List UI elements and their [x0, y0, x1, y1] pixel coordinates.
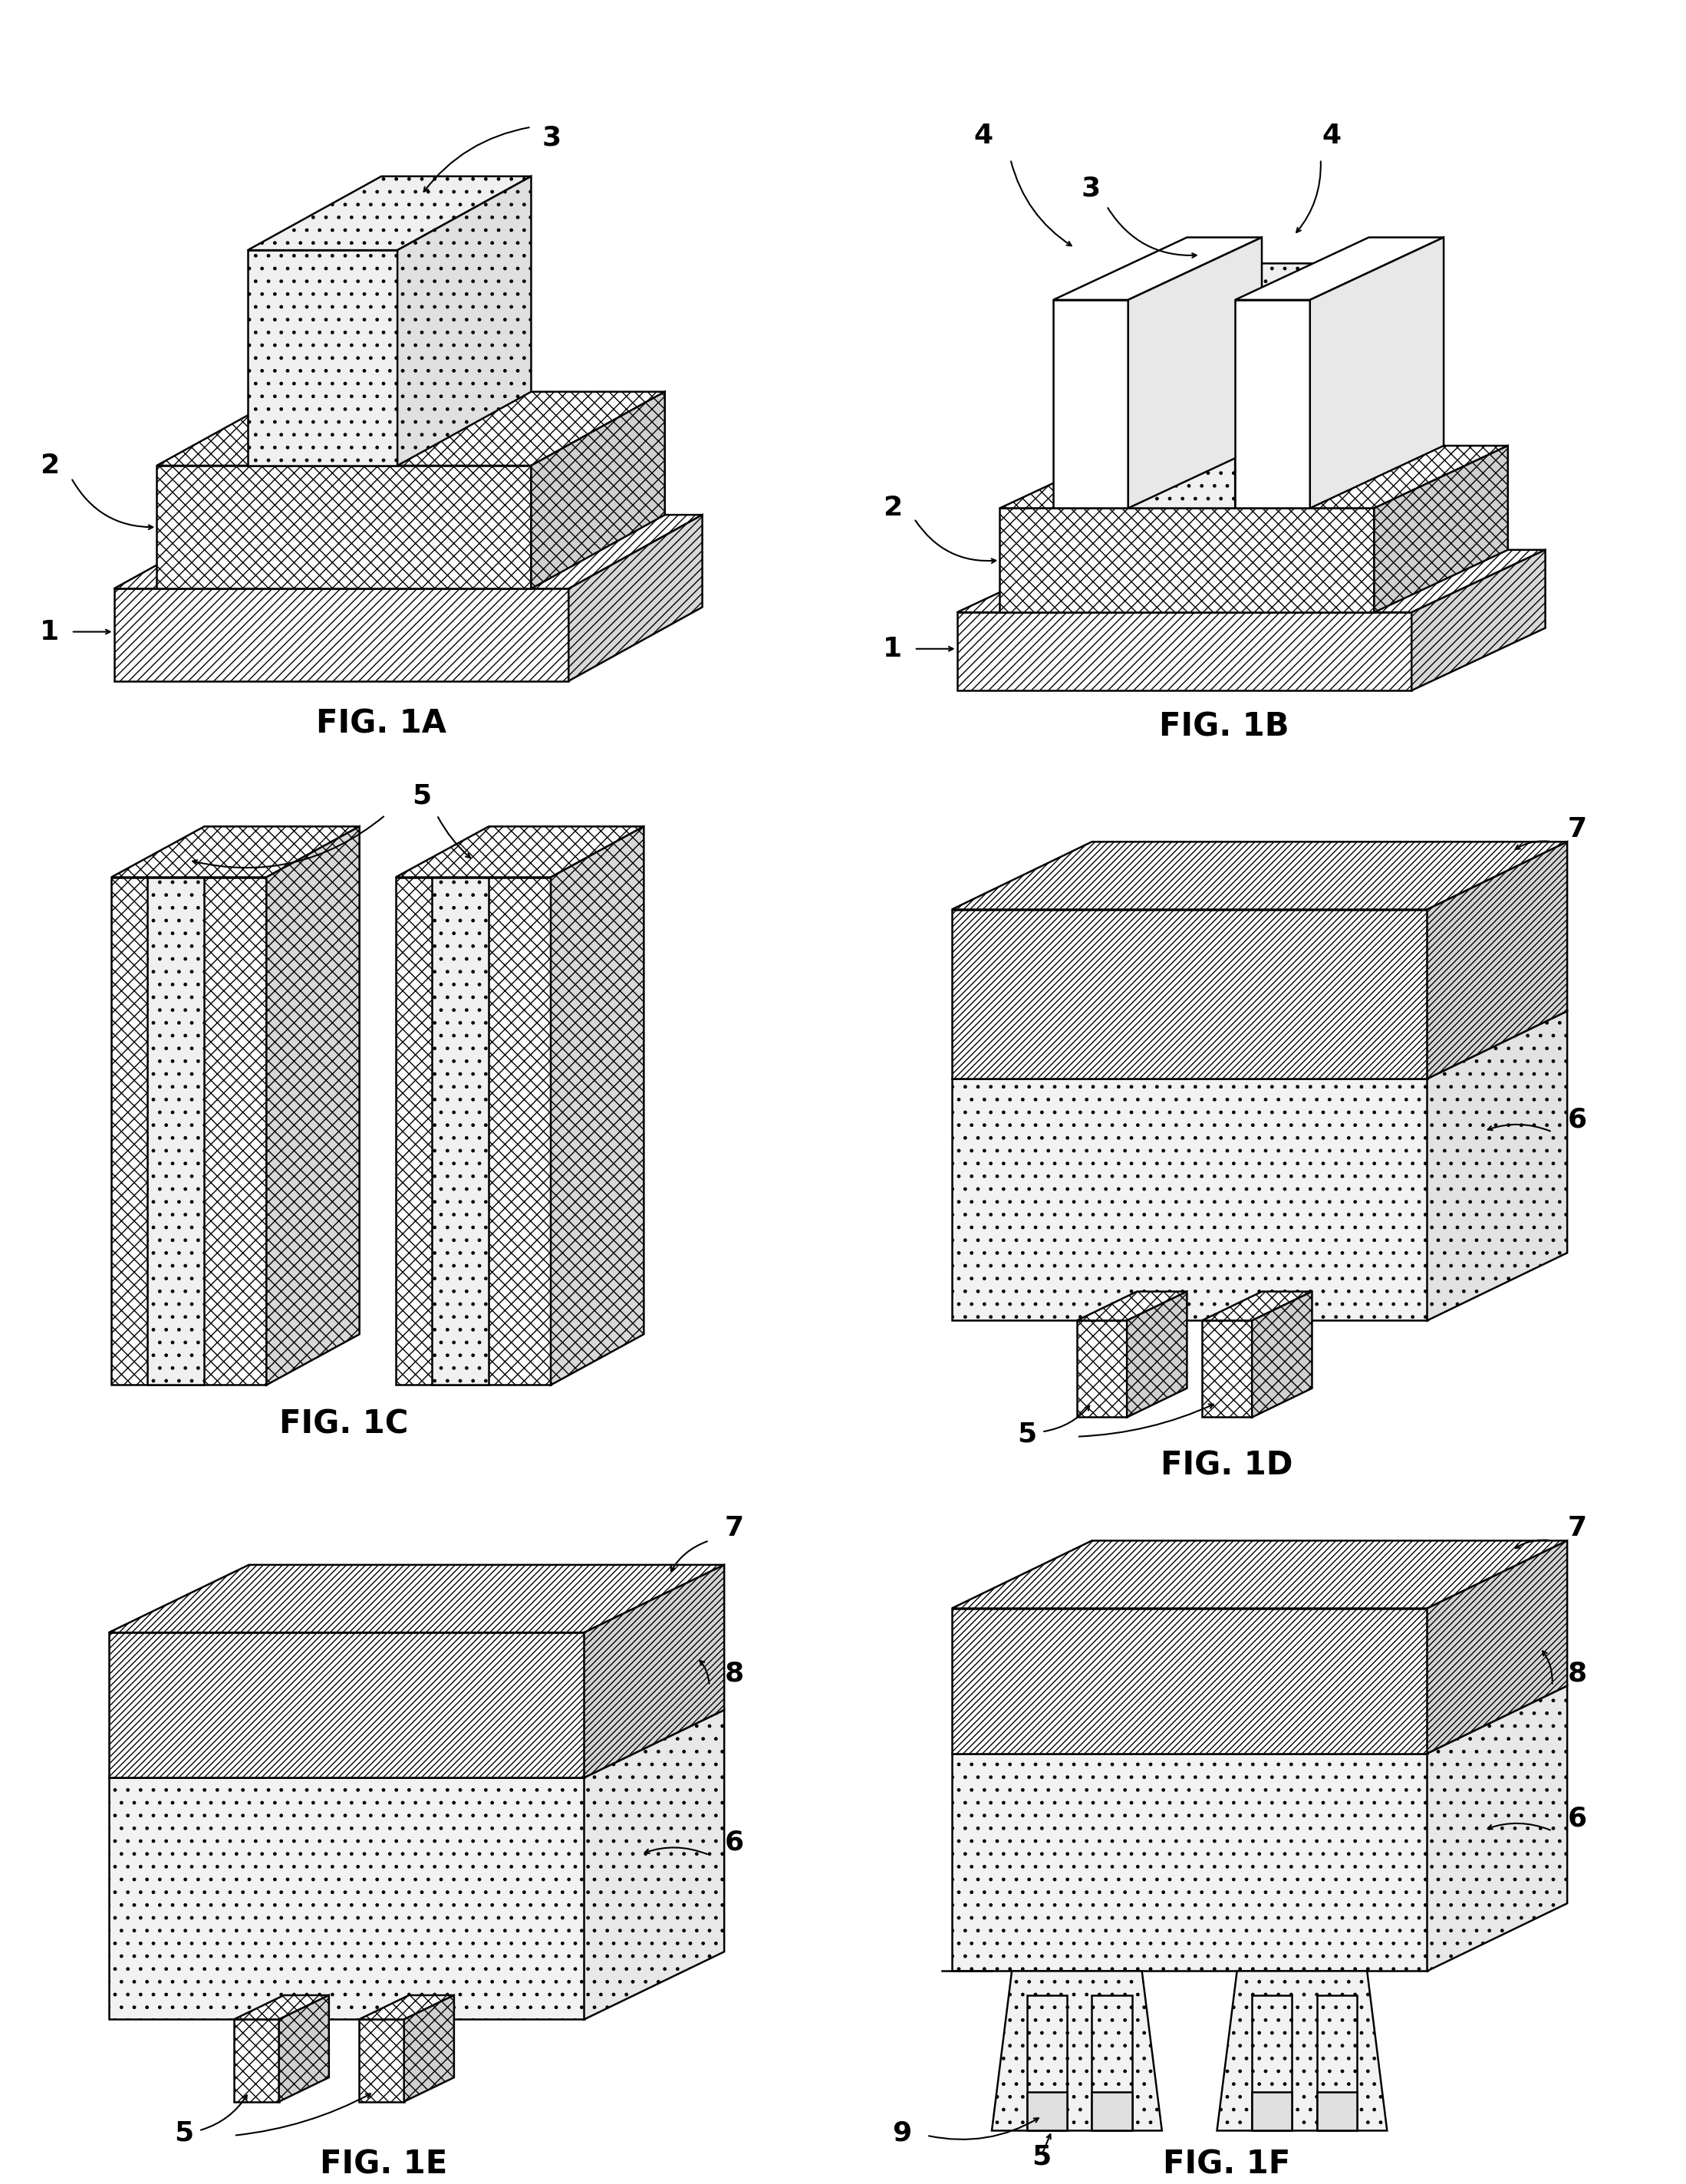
Polygon shape [953, 909, 1426, 1079]
Polygon shape [405, 1996, 454, 2101]
Polygon shape [1317, 1996, 1357, 2132]
Polygon shape [1374, 446, 1507, 612]
Polygon shape [234, 1996, 329, 2020]
Text: 4: 4 [975, 122, 993, 149]
Polygon shape [1128, 325, 1236, 509]
Polygon shape [1077, 1291, 1187, 1321]
Polygon shape [1093, 2092, 1131, 2132]
Polygon shape [953, 1607, 1426, 1754]
Polygon shape [1426, 1686, 1568, 1970]
Polygon shape [953, 1011, 1568, 1079]
Text: FIG. 1B: FIG. 1B [1160, 710, 1290, 743]
Polygon shape [1093, 1996, 1131, 2132]
Text: FIG. 1F: FIG. 1F [1163, 2149, 1291, 2180]
Text: 3: 3 [1081, 175, 1101, 201]
Polygon shape [1126, 1291, 1187, 1417]
Polygon shape [111, 826, 359, 878]
Text: 5: 5 [174, 2121, 194, 2145]
Text: 6: 6 [1568, 1107, 1587, 1133]
Text: 7: 7 [1568, 817, 1587, 843]
Text: 5: 5 [1017, 1422, 1037, 1446]
Text: 2: 2 [883, 496, 902, 522]
Text: 4: 4 [1322, 122, 1340, 149]
Polygon shape [1128, 264, 1369, 325]
Polygon shape [1253, 1996, 1291, 2132]
Polygon shape [1426, 841, 1568, 1079]
Polygon shape [958, 612, 1411, 690]
Polygon shape [1128, 238, 1261, 509]
Polygon shape [248, 251, 398, 465]
Text: 5: 5 [411, 784, 432, 810]
Polygon shape [234, 2020, 278, 2101]
Polygon shape [953, 841, 1568, 909]
Text: FIG. 1C: FIG. 1C [280, 1409, 408, 1441]
Text: 7: 7 [1568, 1516, 1587, 1542]
Polygon shape [953, 1754, 1426, 1970]
Text: 8: 8 [725, 1660, 744, 1686]
Polygon shape [1027, 2092, 1067, 2132]
Polygon shape [953, 1686, 1568, 1754]
Polygon shape [157, 465, 531, 590]
Polygon shape [147, 878, 204, 1385]
Text: 6: 6 [725, 1830, 744, 1856]
Text: 2: 2 [40, 452, 59, 478]
Text: FIG. 1D: FIG. 1D [1162, 1450, 1293, 1481]
Polygon shape [1253, 1291, 1312, 1417]
Text: FIG. 1E: FIG. 1E [320, 2149, 448, 2180]
Polygon shape [110, 1778, 583, 2020]
Polygon shape [1217, 1970, 1388, 2132]
Polygon shape [1236, 264, 1369, 509]
Polygon shape [1236, 299, 1310, 509]
Polygon shape [396, 826, 644, 878]
Text: 9: 9 [892, 2121, 912, 2145]
Polygon shape [110, 1634, 583, 1778]
Polygon shape [115, 515, 703, 590]
Polygon shape [953, 1079, 1426, 1321]
Polygon shape [1000, 446, 1507, 509]
Polygon shape [1426, 1540, 1568, 1754]
Text: 8: 8 [1568, 1660, 1587, 1686]
Text: 1: 1 [883, 636, 902, 662]
Polygon shape [111, 878, 266, 1385]
Polygon shape [1236, 238, 1443, 299]
Polygon shape [583, 1710, 725, 2020]
Polygon shape [583, 1564, 725, 1778]
Polygon shape [359, 2020, 405, 2101]
Polygon shape [958, 550, 1546, 612]
Polygon shape [115, 590, 568, 681]
Polygon shape [1411, 550, 1546, 690]
Polygon shape [1317, 2092, 1357, 2132]
Polygon shape [1000, 509, 1374, 612]
Polygon shape [991, 1970, 1162, 2132]
Polygon shape [266, 826, 359, 1385]
Polygon shape [398, 177, 531, 465]
Polygon shape [1054, 238, 1261, 299]
Polygon shape [1202, 1291, 1312, 1321]
Polygon shape [110, 1564, 725, 1634]
Polygon shape [248, 177, 531, 251]
Polygon shape [1253, 2092, 1291, 2132]
Text: 3: 3 [541, 124, 561, 151]
Text: 6: 6 [1568, 1806, 1587, 1832]
Polygon shape [531, 391, 664, 590]
Polygon shape [432, 878, 489, 1385]
Polygon shape [1027, 1996, 1067, 2132]
Polygon shape [278, 1996, 329, 2101]
Polygon shape [359, 1996, 454, 2020]
Text: FIG. 1A: FIG. 1A [317, 708, 447, 740]
Polygon shape [1310, 238, 1443, 509]
Polygon shape [1202, 1321, 1253, 1417]
Text: 1: 1 [40, 618, 59, 644]
Polygon shape [110, 1710, 725, 1778]
Polygon shape [568, 515, 703, 681]
Polygon shape [157, 391, 664, 465]
Polygon shape [1426, 1011, 1568, 1321]
Text: 5: 5 [1032, 2145, 1052, 2171]
Polygon shape [1054, 299, 1128, 509]
Polygon shape [396, 878, 551, 1385]
Polygon shape [1077, 1321, 1126, 1417]
Polygon shape [551, 826, 644, 1385]
Text: 7: 7 [725, 1516, 744, 1542]
Polygon shape [953, 1540, 1568, 1607]
